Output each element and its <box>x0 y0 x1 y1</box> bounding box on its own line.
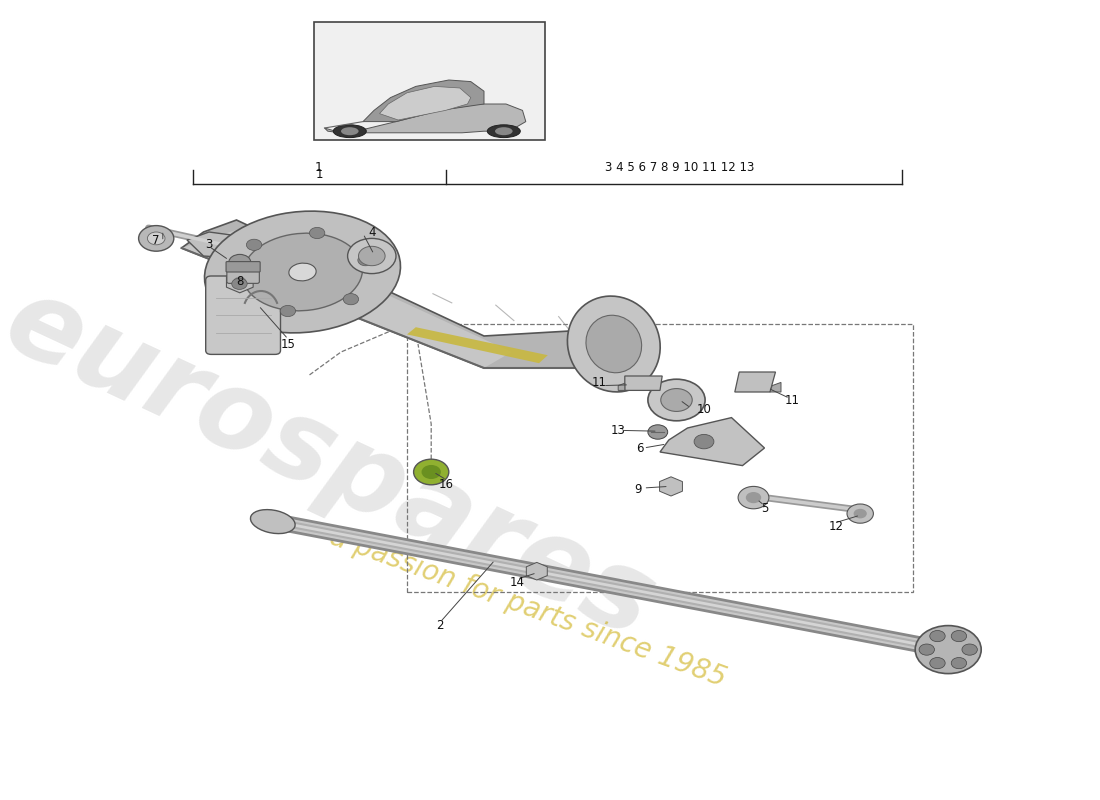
Text: 13: 13 <box>610 424 626 437</box>
Circle shape <box>648 379 705 421</box>
Text: 3 4 5 6 7 8 9 10 11 12 13: 3 4 5 6 7 8 9 10 11 12 13 <box>605 162 755 174</box>
Circle shape <box>930 630 945 642</box>
Circle shape <box>648 425 668 439</box>
Circle shape <box>930 658 945 669</box>
Circle shape <box>233 277 246 286</box>
Circle shape <box>309 227 324 238</box>
Text: 5: 5 <box>761 502 768 514</box>
Text: 10: 10 <box>696 403 712 416</box>
Polygon shape <box>770 382 781 392</box>
Ellipse shape <box>242 233 363 311</box>
Circle shape <box>746 492 761 503</box>
Bar <box>407 324 913 592</box>
Ellipse shape <box>586 315 641 373</box>
Circle shape <box>421 465 441 479</box>
Circle shape <box>854 509 867 518</box>
Ellipse shape <box>333 125 366 138</box>
Polygon shape <box>618 383 625 390</box>
Circle shape <box>280 306 296 317</box>
Polygon shape <box>660 418 764 466</box>
Circle shape <box>738 486 769 509</box>
Polygon shape <box>625 376 662 390</box>
FancyBboxPatch shape <box>206 276 280 354</box>
Circle shape <box>952 630 967 642</box>
Circle shape <box>847 504 873 523</box>
Polygon shape <box>182 220 638 368</box>
Circle shape <box>694 434 714 449</box>
Text: 7: 7 <box>153 234 159 246</box>
Text: a passion for parts since 1985: a passion for parts since 1985 <box>326 523 730 693</box>
Circle shape <box>246 239 262 250</box>
Polygon shape <box>187 232 379 266</box>
Circle shape <box>961 644 978 655</box>
Text: 16: 16 <box>439 478 454 490</box>
Text: 2: 2 <box>437 619 443 632</box>
Circle shape <box>359 246 385 266</box>
Text: 1: 1 <box>315 162 323 174</box>
Circle shape <box>139 226 174 251</box>
Text: eurospares: eurospares <box>0 267 671 661</box>
Circle shape <box>232 278 248 290</box>
Circle shape <box>147 232 165 245</box>
Polygon shape <box>324 104 526 133</box>
Polygon shape <box>379 86 471 120</box>
Circle shape <box>915 626 981 674</box>
Text: 14: 14 <box>509 576 525 589</box>
Polygon shape <box>182 228 512 368</box>
Polygon shape <box>407 327 548 363</box>
FancyBboxPatch shape <box>227 268 260 283</box>
Circle shape <box>661 389 692 411</box>
Circle shape <box>358 254 373 266</box>
Circle shape <box>414 459 449 485</box>
Circle shape <box>918 644 935 655</box>
Text: 3: 3 <box>206 238 212 250</box>
Ellipse shape <box>251 510 295 534</box>
Ellipse shape <box>495 127 513 135</box>
Bar <box>314 22 544 140</box>
Polygon shape <box>735 372 776 392</box>
Ellipse shape <box>568 296 660 392</box>
Circle shape <box>229 254 251 270</box>
FancyBboxPatch shape <box>227 262 261 272</box>
Text: 8: 8 <box>236 275 243 288</box>
Polygon shape <box>363 80 484 122</box>
Ellipse shape <box>487 125 520 138</box>
Text: 11: 11 <box>592 376 607 389</box>
Text: 4: 4 <box>368 226 375 238</box>
Text: 1: 1 <box>316 168 322 181</box>
Text: 12: 12 <box>828 520 844 533</box>
Text: 15: 15 <box>280 338 296 350</box>
Ellipse shape <box>205 211 400 333</box>
Text: 6: 6 <box>637 442 644 454</box>
Ellipse shape <box>289 263 316 281</box>
Circle shape <box>952 658 967 669</box>
Ellipse shape <box>341 127 359 135</box>
Circle shape <box>343 294 359 305</box>
Circle shape <box>348 238 396 274</box>
Text: 9: 9 <box>635 483 641 496</box>
Text: 11: 11 <box>784 394 800 406</box>
